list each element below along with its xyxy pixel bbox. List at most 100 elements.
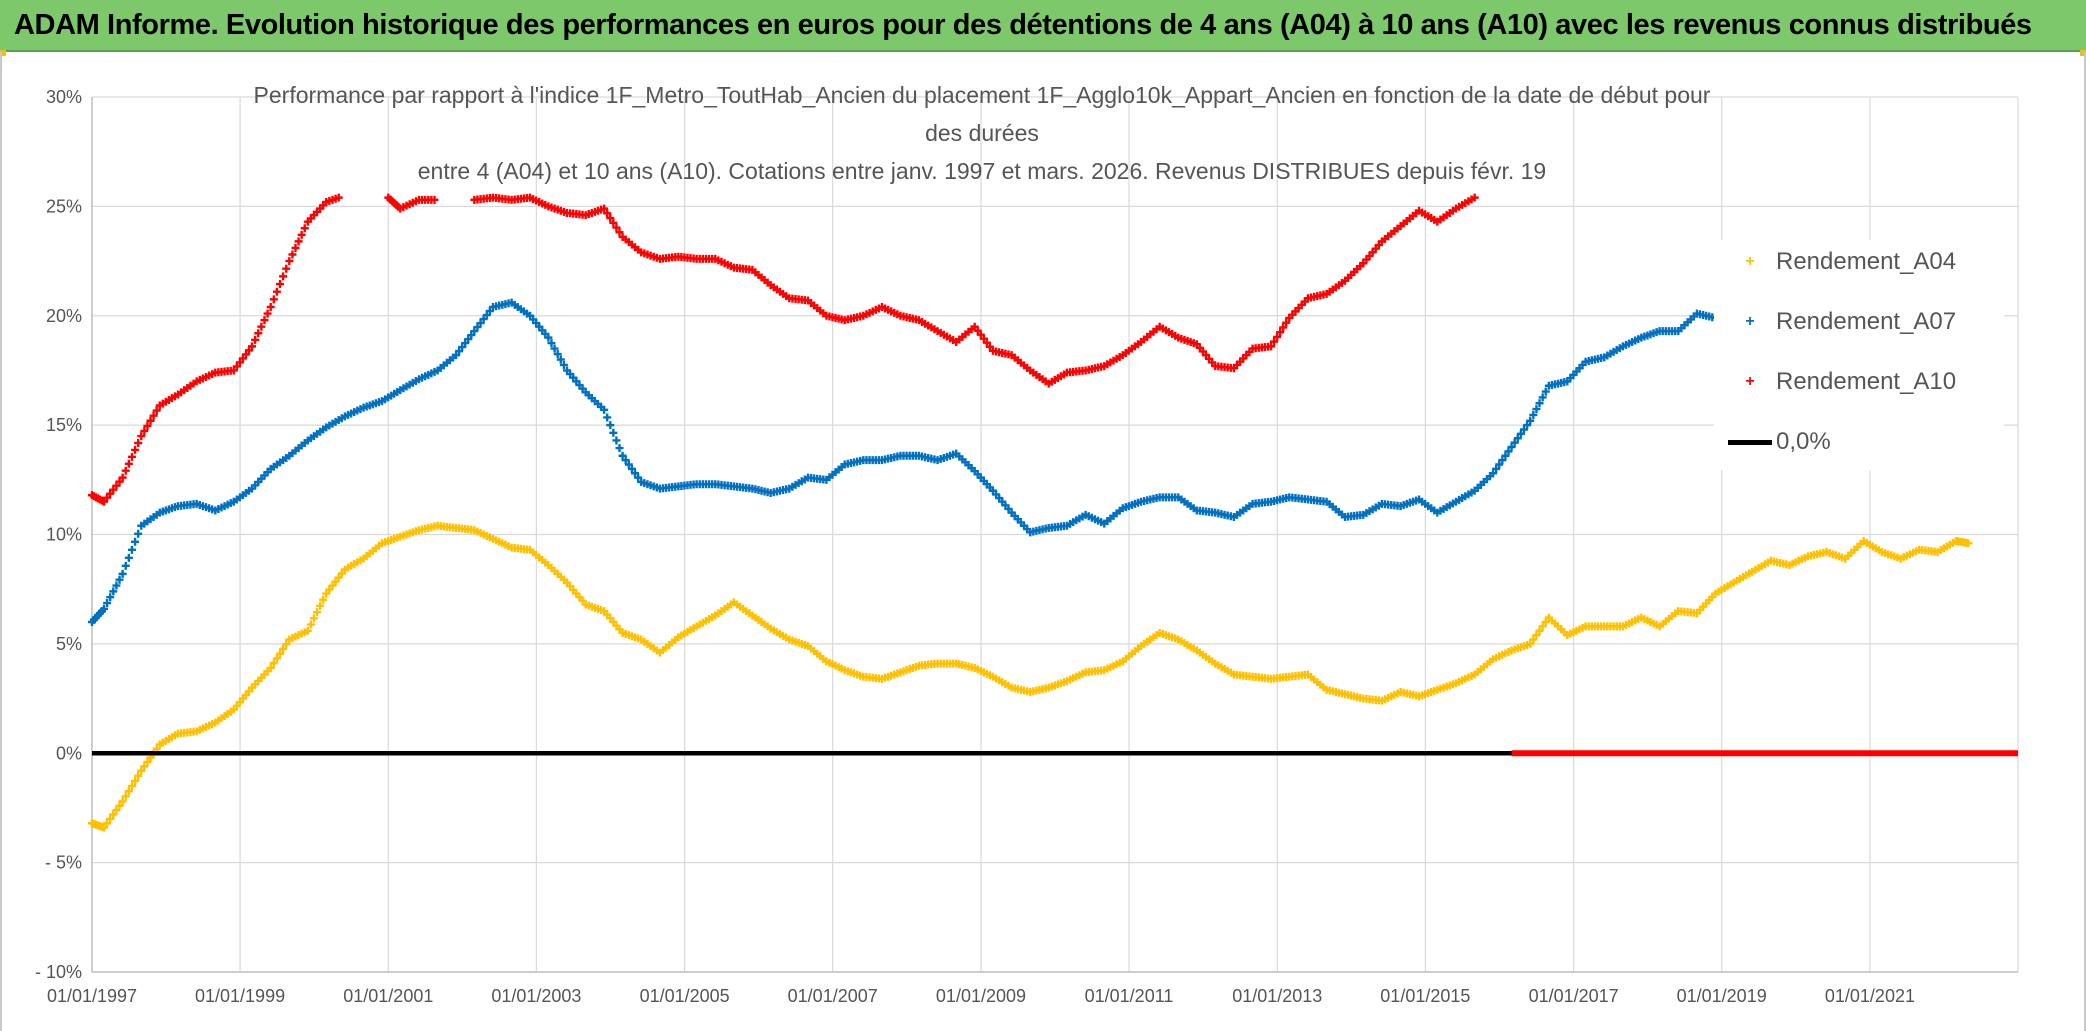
data-point xyxy=(106,814,115,823)
data-point xyxy=(634,473,643,482)
data-point xyxy=(1489,469,1498,478)
data-point xyxy=(140,762,149,771)
data-point xyxy=(115,575,124,584)
chart-title-line-1: Performance par rapport à l'indice 1F_Me… xyxy=(253,82,1711,108)
data-point xyxy=(985,342,994,351)
data-point xyxy=(1495,460,1504,469)
data-point xyxy=(269,659,278,668)
data-point xyxy=(127,545,136,554)
data-point xyxy=(482,311,491,320)
data-point xyxy=(618,451,627,460)
chart-legend: + Rendement_A04 + Rendement_A07 + Rendem… xyxy=(1714,240,2004,470)
data-point xyxy=(276,280,285,289)
data-point xyxy=(322,589,331,598)
data-point xyxy=(982,338,991,347)
y-tick-label: 5% xyxy=(56,634,82,654)
y-tick-label: 0% xyxy=(56,743,82,763)
data-point xyxy=(624,460,633,469)
data-point xyxy=(124,459,133,468)
x-tick-label: 01/01/1997 xyxy=(47,986,137,1006)
x-tick-label: 01/01/2019 xyxy=(1677,986,1767,1006)
data-point xyxy=(112,481,121,490)
data-point xyxy=(319,595,328,604)
corner-marker xyxy=(2080,50,2086,56)
data-point xyxy=(241,350,250,359)
legend-label: 0,0% xyxy=(1776,428,1831,455)
data-point xyxy=(600,204,609,213)
data-point xyxy=(313,608,322,617)
data-point xyxy=(479,315,488,324)
data-point xyxy=(272,654,281,663)
plus-marker-icon: + xyxy=(1745,373,1755,390)
data-point xyxy=(248,342,257,351)
data-point xyxy=(127,452,136,461)
legend-label: Rendement_A04 xyxy=(1776,248,1957,275)
x-tick-label: 01/01/2003 xyxy=(491,986,581,1006)
data-point xyxy=(337,569,346,578)
x-tick-label: 01/01/2017 xyxy=(1529,986,1619,1006)
data-point xyxy=(455,347,464,356)
data-point xyxy=(254,329,263,338)
data-point xyxy=(979,334,988,343)
y-tick-label: 30% xyxy=(46,87,82,107)
data-point xyxy=(1507,443,1516,451)
data-point xyxy=(973,326,982,335)
data-point xyxy=(131,776,140,785)
data-point xyxy=(458,343,467,352)
black-line-icon xyxy=(1728,439,1772,445)
data-point xyxy=(109,587,118,596)
data-point xyxy=(112,806,121,815)
data-point xyxy=(257,322,266,331)
data-point xyxy=(143,421,152,430)
y-tick-label: - 5% xyxy=(45,853,82,873)
data-point xyxy=(1532,405,1541,414)
data-point xyxy=(609,218,618,227)
data-point xyxy=(112,581,121,590)
data-point xyxy=(544,333,553,342)
data-point xyxy=(1282,318,1291,327)
data-point xyxy=(1529,635,1538,644)
data-point xyxy=(152,406,161,415)
data-point xyxy=(266,663,275,672)
data-point xyxy=(547,339,556,348)
x-tick-label: 01/01/2005 xyxy=(640,986,730,1006)
data-point xyxy=(288,250,297,259)
chart-canvas: 30% 25% 20% 15% 10% 5% 0% - 5% - 10% 01/01/1997 01… xyxy=(35,87,2019,1006)
data-point xyxy=(118,797,127,806)
data-point xyxy=(1523,421,1532,430)
data-point xyxy=(121,561,130,570)
data-point xyxy=(269,295,278,304)
data-point xyxy=(600,405,609,414)
data-point xyxy=(303,626,312,635)
data-point xyxy=(1276,328,1285,337)
data-point xyxy=(1541,618,1550,626)
data-point xyxy=(606,421,615,430)
data-point xyxy=(272,287,281,296)
data-point xyxy=(143,758,152,766)
data-point xyxy=(476,319,485,328)
data-point xyxy=(1538,622,1547,631)
data-point xyxy=(229,366,238,375)
data-point xyxy=(606,214,615,223)
data-point xyxy=(134,529,143,538)
data-point xyxy=(1526,639,1535,648)
data-point xyxy=(106,489,115,498)
data-point xyxy=(103,819,112,828)
data-point xyxy=(149,411,158,420)
x-tick-label: 01/01/2009 xyxy=(936,986,1026,1006)
data-point xyxy=(263,309,272,318)
data-point xyxy=(1538,393,1547,402)
data-point xyxy=(118,473,127,482)
data-point xyxy=(309,614,318,623)
corner-marker xyxy=(0,50,6,56)
x-tick-label: 01/01/2015 xyxy=(1380,986,1470,1006)
data-point xyxy=(282,640,291,649)
data-point xyxy=(297,230,306,239)
data-point xyxy=(232,362,241,371)
data-point xyxy=(334,573,343,582)
data-point xyxy=(621,456,630,465)
y-tick-label: 15% xyxy=(46,415,82,435)
data-point xyxy=(1513,434,1522,443)
data-point xyxy=(1516,429,1525,438)
data-point xyxy=(279,644,288,653)
